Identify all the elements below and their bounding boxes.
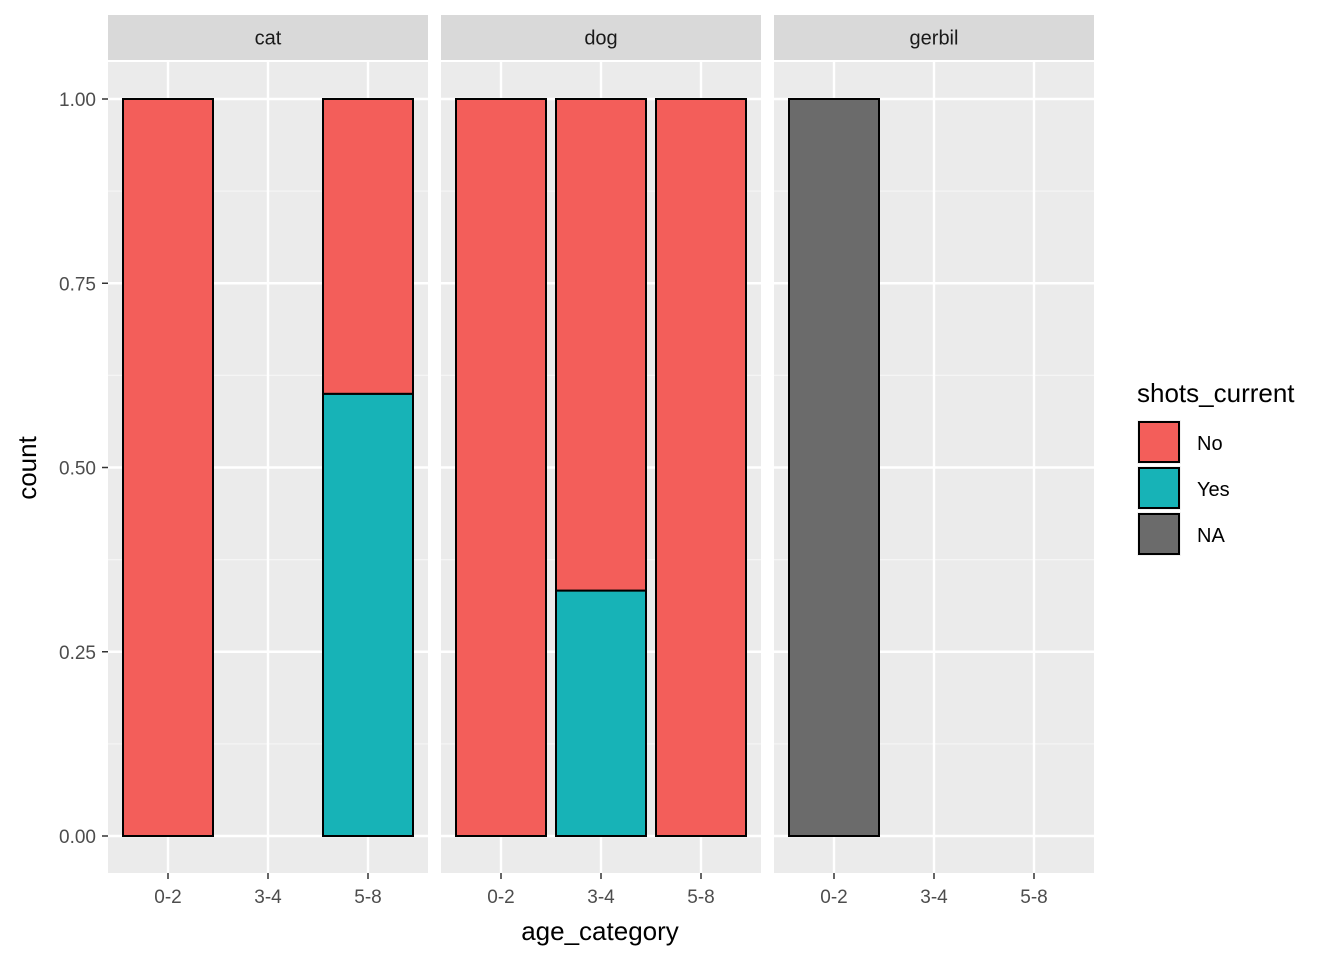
- x-tick-label: 3-4: [587, 887, 615, 908]
- strip-label-cat: cat: [255, 28, 282, 50]
- x-tick-label: 5-8: [354, 887, 381, 908]
- strip-cat: [108, 15, 428, 60]
- panel-gerbil: gerbil 0-2 3-4 5-8: [774, 15, 1094, 908]
- x-tick-label: 0-2: [487, 887, 514, 908]
- strip-label-dog: dog: [584, 28, 617, 50]
- panel-dog: dog 0-2 3-4 5-8: [441, 15, 761, 908]
- x-tick-label: 3-4: [920, 887, 948, 908]
- strip-label-gerbil: gerbil: [910, 28, 959, 50]
- x-tick-label: 5-8: [687, 887, 714, 908]
- y-axis: 0.00 0.25 0.50 0.75 1.00: [59, 90, 108, 848]
- bar-cat-5-8-No: [322, 98, 414, 395]
- y-tick-label: 0.75: [59, 274, 96, 295]
- legend-label-NA: NA: [1197, 525, 1225, 547]
- y-tick-label: 1.00: [59, 90, 96, 111]
- bar-dog-3-4-Yes: [555, 589, 647, 837]
- x-tick-label: 3-4: [254, 887, 282, 908]
- legend: shots_current No Yes NA: [1137, 378, 1295, 556]
- y-axis-title: count: [12, 435, 42, 499]
- y-tick-label: 0.50: [59, 459, 96, 480]
- strip-dog: [441, 15, 761, 60]
- panel-cat: cat 0-2 3-4 5-8: [108, 15, 428, 908]
- legend-label-No: No: [1197, 433, 1223, 455]
- x-tick-label: 0-2: [820, 887, 847, 908]
- panels-layer: cat 0-2 3-4 5-8 dog 0-2 3-4 5-8 gerbil 0-2 3-4 5-8: [108, 15, 1094, 908]
- legend-swatch-NA: [1138, 513, 1180, 555]
- strip-gerbil: [774, 15, 1094, 60]
- bar-dog-0-2-No: [455, 98, 547, 837]
- x-tick-label: 0-2: [154, 887, 181, 908]
- legend-title: shots_current: [1137, 378, 1295, 408]
- bar-cat-0-2-No: [122, 98, 214, 837]
- y-tick-label: 0.00: [59, 827, 96, 848]
- bar-dog-3-4-No: [555, 98, 647, 592]
- legend-label-Yes: Yes: [1197, 479, 1230, 501]
- bar-dog-5-8-No: [655, 98, 747, 837]
- y-tick-label: 0.25: [59, 643, 96, 664]
- legend-swatch-Yes: [1138, 467, 1180, 509]
- legend-swatch-No: [1138, 421, 1180, 463]
- bar-gerbil-0-2-NA: [788, 98, 880, 837]
- bar-cat-5-8-Yes: [322, 392, 414, 837]
- x-tick-label: 5-8: [1020, 887, 1047, 908]
- x-axis-title: age_category: [521, 916, 679, 946]
